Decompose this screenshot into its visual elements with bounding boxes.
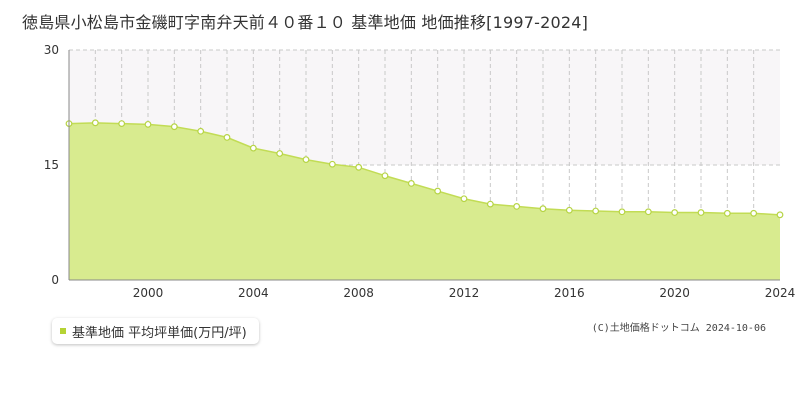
x-tick-label: 2012 bbox=[449, 286, 480, 300]
data-point bbox=[592, 207, 600, 215]
x-tick-label: 2020 bbox=[659, 286, 690, 300]
data-point bbox=[434, 187, 442, 195]
data-point bbox=[355, 163, 363, 171]
data-point bbox=[539, 205, 547, 213]
data-point bbox=[697, 209, 705, 216]
x-tick-label: 2000 bbox=[133, 286, 164, 300]
chart-title: 徳島県小松島市金磯町字南弁天前４０番１０ 基準地価 地価推移[1997-2024… bbox=[22, 13, 589, 32]
legend[interactable]: 基準地価 平均坪単価(万円/坪) bbox=[52, 318, 259, 344]
data-point bbox=[223, 133, 231, 141]
data-point bbox=[486, 200, 494, 208]
data-point bbox=[170, 123, 178, 131]
y-tick-label: 0 bbox=[51, 273, 59, 287]
data-point bbox=[328, 160, 336, 168]
data-point bbox=[91, 119, 99, 127]
data-point bbox=[460, 195, 468, 203]
data-point bbox=[407, 179, 415, 187]
x-tick-label: 2004 bbox=[238, 286, 269, 300]
x-tick-label: 2024 bbox=[765, 286, 796, 300]
data-point bbox=[750, 209, 758, 217]
data-point bbox=[249, 144, 257, 152]
y-tick-label: 15 bbox=[44, 158, 59, 172]
data-point bbox=[381, 172, 389, 180]
series-line bbox=[68, 122, 781, 216]
data-point bbox=[776, 211, 784, 219]
x-tick-label: 2008 bbox=[343, 286, 374, 300]
y-tick-label: 30 bbox=[44, 43, 59, 57]
legend-label: 基準地価 平均坪単価(万円/坪) bbox=[72, 325, 247, 341]
data-point bbox=[723, 209, 731, 217]
data-point bbox=[644, 208, 652, 216]
legend-swatch bbox=[60, 328, 66, 334]
data-point bbox=[618, 208, 626, 216]
data-point bbox=[197, 127, 205, 135]
series-area bbox=[69, 122, 780, 280]
data-point bbox=[302, 156, 310, 164]
data-point bbox=[565, 206, 573, 214]
data-point bbox=[144, 120, 152, 128]
data-point bbox=[513, 202, 521, 210]
copyright-notice: (C)土地価格ドットコム 2024-10-06 bbox=[591, 323, 766, 334]
x-tick-label: 2016 bbox=[554, 286, 585, 300]
data-point bbox=[276, 150, 284, 157]
data-point bbox=[118, 120, 126, 127]
data-point bbox=[671, 209, 679, 216]
